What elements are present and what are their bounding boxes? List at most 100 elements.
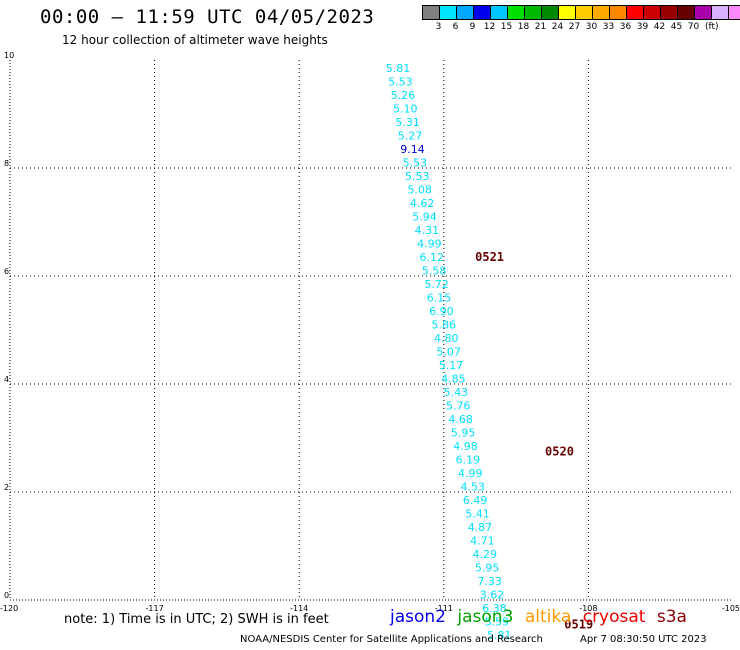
legend-swatch <box>661 6 678 19</box>
legend-swatch <box>644 6 661 19</box>
legend-swatch <box>695 6 712 19</box>
legend-swatches <box>422 5 740 20</box>
swh-value-label: 4.99 <box>417 238 442 251</box>
swh-value-label: 5.94 <box>412 211 437 224</box>
legend-label: 39 <box>636 22 649 32</box>
swh-value-label: 5.26 <box>391 89 416 102</box>
swh-value-label: 9.14 <box>400 143 425 156</box>
legend-label: 3 <box>435 22 442 32</box>
x-tick-label: -114 <box>290 604 308 613</box>
credit-text: NOAA/NESDIS Center for Satellite Applica… <box>240 634 543 645</box>
swh-value-label: 6.49 <box>463 494 488 507</box>
legend-label: 27 <box>568 22 581 32</box>
swh-value-label: 6.15 <box>427 292 452 305</box>
swh-value-label: 6.19 <box>456 454 481 467</box>
axis-ticks: -120 -117 -114 -111 -108 -105 0 2 4 6 8 10 <box>0 51 740 613</box>
swh-value-label: 5.53 <box>405 170 430 183</box>
swh-value-label: 5.95 <box>475 562 500 575</box>
swh-value-label: 4.98 <box>453 440 478 453</box>
legend-label: (ft) <box>705 22 719 32</box>
legend-label: 36 <box>619 22 632 32</box>
swh-value-label: 5.58 <box>422 265 447 278</box>
legend-swatch <box>610 6 627 19</box>
page-title: 00:00 — 11:59 UTC 04/05/2023 <box>40 6 375 28</box>
legend-label: 15 <box>500 22 513 32</box>
swh-value-label: 5.17 <box>439 359 464 372</box>
legend-label: 45 <box>670 22 683 32</box>
swh-value-label: 5.31 <box>395 116 420 129</box>
swh-value-label: 4.53 <box>460 481 485 494</box>
color-legend: 3 6 9 12 15 18 21 24 27 30 33 36 39 42 45 70 (ft) <box>422 5 740 32</box>
generated-timestamp: Apr 7 08:30:50 UTC 2023 <box>580 634 707 645</box>
satellite-s3a: s3a <box>656 607 687 627</box>
legend-swatch <box>491 6 508 19</box>
swh-value-label: 5.76 <box>446 400 471 413</box>
legend-swatch <box>576 6 593 19</box>
swh-value-label: 4.80 <box>434 332 459 345</box>
satellite-cryosat: cryosat <box>582 607 646 627</box>
satellite-altika: altika <box>524 607 572 627</box>
swh-value-label: 5.86 <box>432 319 457 332</box>
y-tick-label: 0 <box>4 591 9 600</box>
y-tick-label: 6 <box>4 267 9 276</box>
swh-value-label: 3.62 <box>480 589 505 602</box>
swh-value-label: 5.53 <box>388 76 413 89</box>
x-tick-label: -120 <box>0 604 18 613</box>
y-tick-label: 4 <box>4 375 9 384</box>
swh-value-label: 5.81 <box>487 629 512 642</box>
swh-value-label: 4.99 <box>458 467 483 480</box>
legend-swatch <box>440 6 457 19</box>
legend-label: 6 <box>452 22 459 32</box>
legend-swatch <box>508 6 525 19</box>
legend-label: 12 <box>483 22 496 32</box>
legend-label: 42 <box>653 22 666 32</box>
swh-value-label: 4.62 <box>410 197 435 210</box>
swh-value-label: 4.87 <box>468 521 493 534</box>
swh-value-label: 6.38 <box>482 602 507 615</box>
legend-swatch <box>423 6 440 19</box>
x-tick-label: -117 <box>146 604 164 613</box>
satellite-jason3: jason3 <box>457 607 514 627</box>
legend-swatch <box>474 6 491 19</box>
grid-layer <box>9 60 733 601</box>
legend-labels: 3 6 9 12 15 18 21 24 27 30 33 36 39 42 45 70 (ft) <box>422 22 740 32</box>
swh-value-label: 5.27 <box>398 130 423 143</box>
legend-label: 24 <box>551 22 564 32</box>
swh-value-label: 5.81 <box>386 62 411 75</box>
legend-label: 70 <box>687 22 700 32</box>
swh-value-label: 4.31 <box>415 224 440 237</box>
legend-label: 18 <box>517 22 530 32</box>
swh-value-label: 7.33 <box>477 575 502 588</box>
swh-value-label: 5.59 <box>485 616 510 629</box>
legend-swatch <box>678 6 695 19</box>
swh-value-label: 5.43 <box>444 386 469 399</box>
pass-time-label: 0521 <box>475 250 504 264</box>
y-tick-label: 2 <box>4 483 9 492</box>
swh-value-label: 5.72 <box>424 278 449 291</box>
swh-value-label: 4.71 <box>470 535 495 548</box>
swh-value-label: 5.07 <box>436 346 461 359</box>
swh-value-label: 6.12 <box>420 251 445 264</box>
observation-layer: 5.815.535.265.105.315.279.145.535.535.08… <box>386 62 512 642</box>
time-label-layer: 0521 0520 0519 <box>475 250 593 631</box>
legend-label: 9 <box>469 22 476 32</box>
legend-swatch <box>525 6 542 19</box>
legend-swatch <box>457 6 474 19</box>
x-tick-label: -111 <box>435 604 453 613</box>
satellite-jason2: jason2 <box>390 607 446 627</box>
legend-swatch <box>627 6 644 19</box>
legend-swatch <box>542 6 559 19</box>
y-tick-label: 10 <box>4 51 14 60</box>
legend-swatch <box>593 6 610 19</box>
swh-value-label: 4.85 <box>441 373 466 386</box>
pass-time-label: 0519 <box>564 617 593 631</box>
swh-value-label: 6.90 <box>429 305 454 318</box>
swh-value-label: 4.68 <box>448 413 473 426</box>
legend-swatch <box>559 6 576 19</box>
page-subtitle: 12 hour collection of altimeter wave hei… <box>62 33 328 47</box>
x-tick-label: -108 <box>579 604 597 613</box>
swh-value-label: 5.08 <box>407 184 432 197</box>
legend-swatch <box>729 6 740 19</box>
legend-swatch <box>712 6 729 19</box>
pass-time-label: 0520 <box>545 445 574 459</box>
